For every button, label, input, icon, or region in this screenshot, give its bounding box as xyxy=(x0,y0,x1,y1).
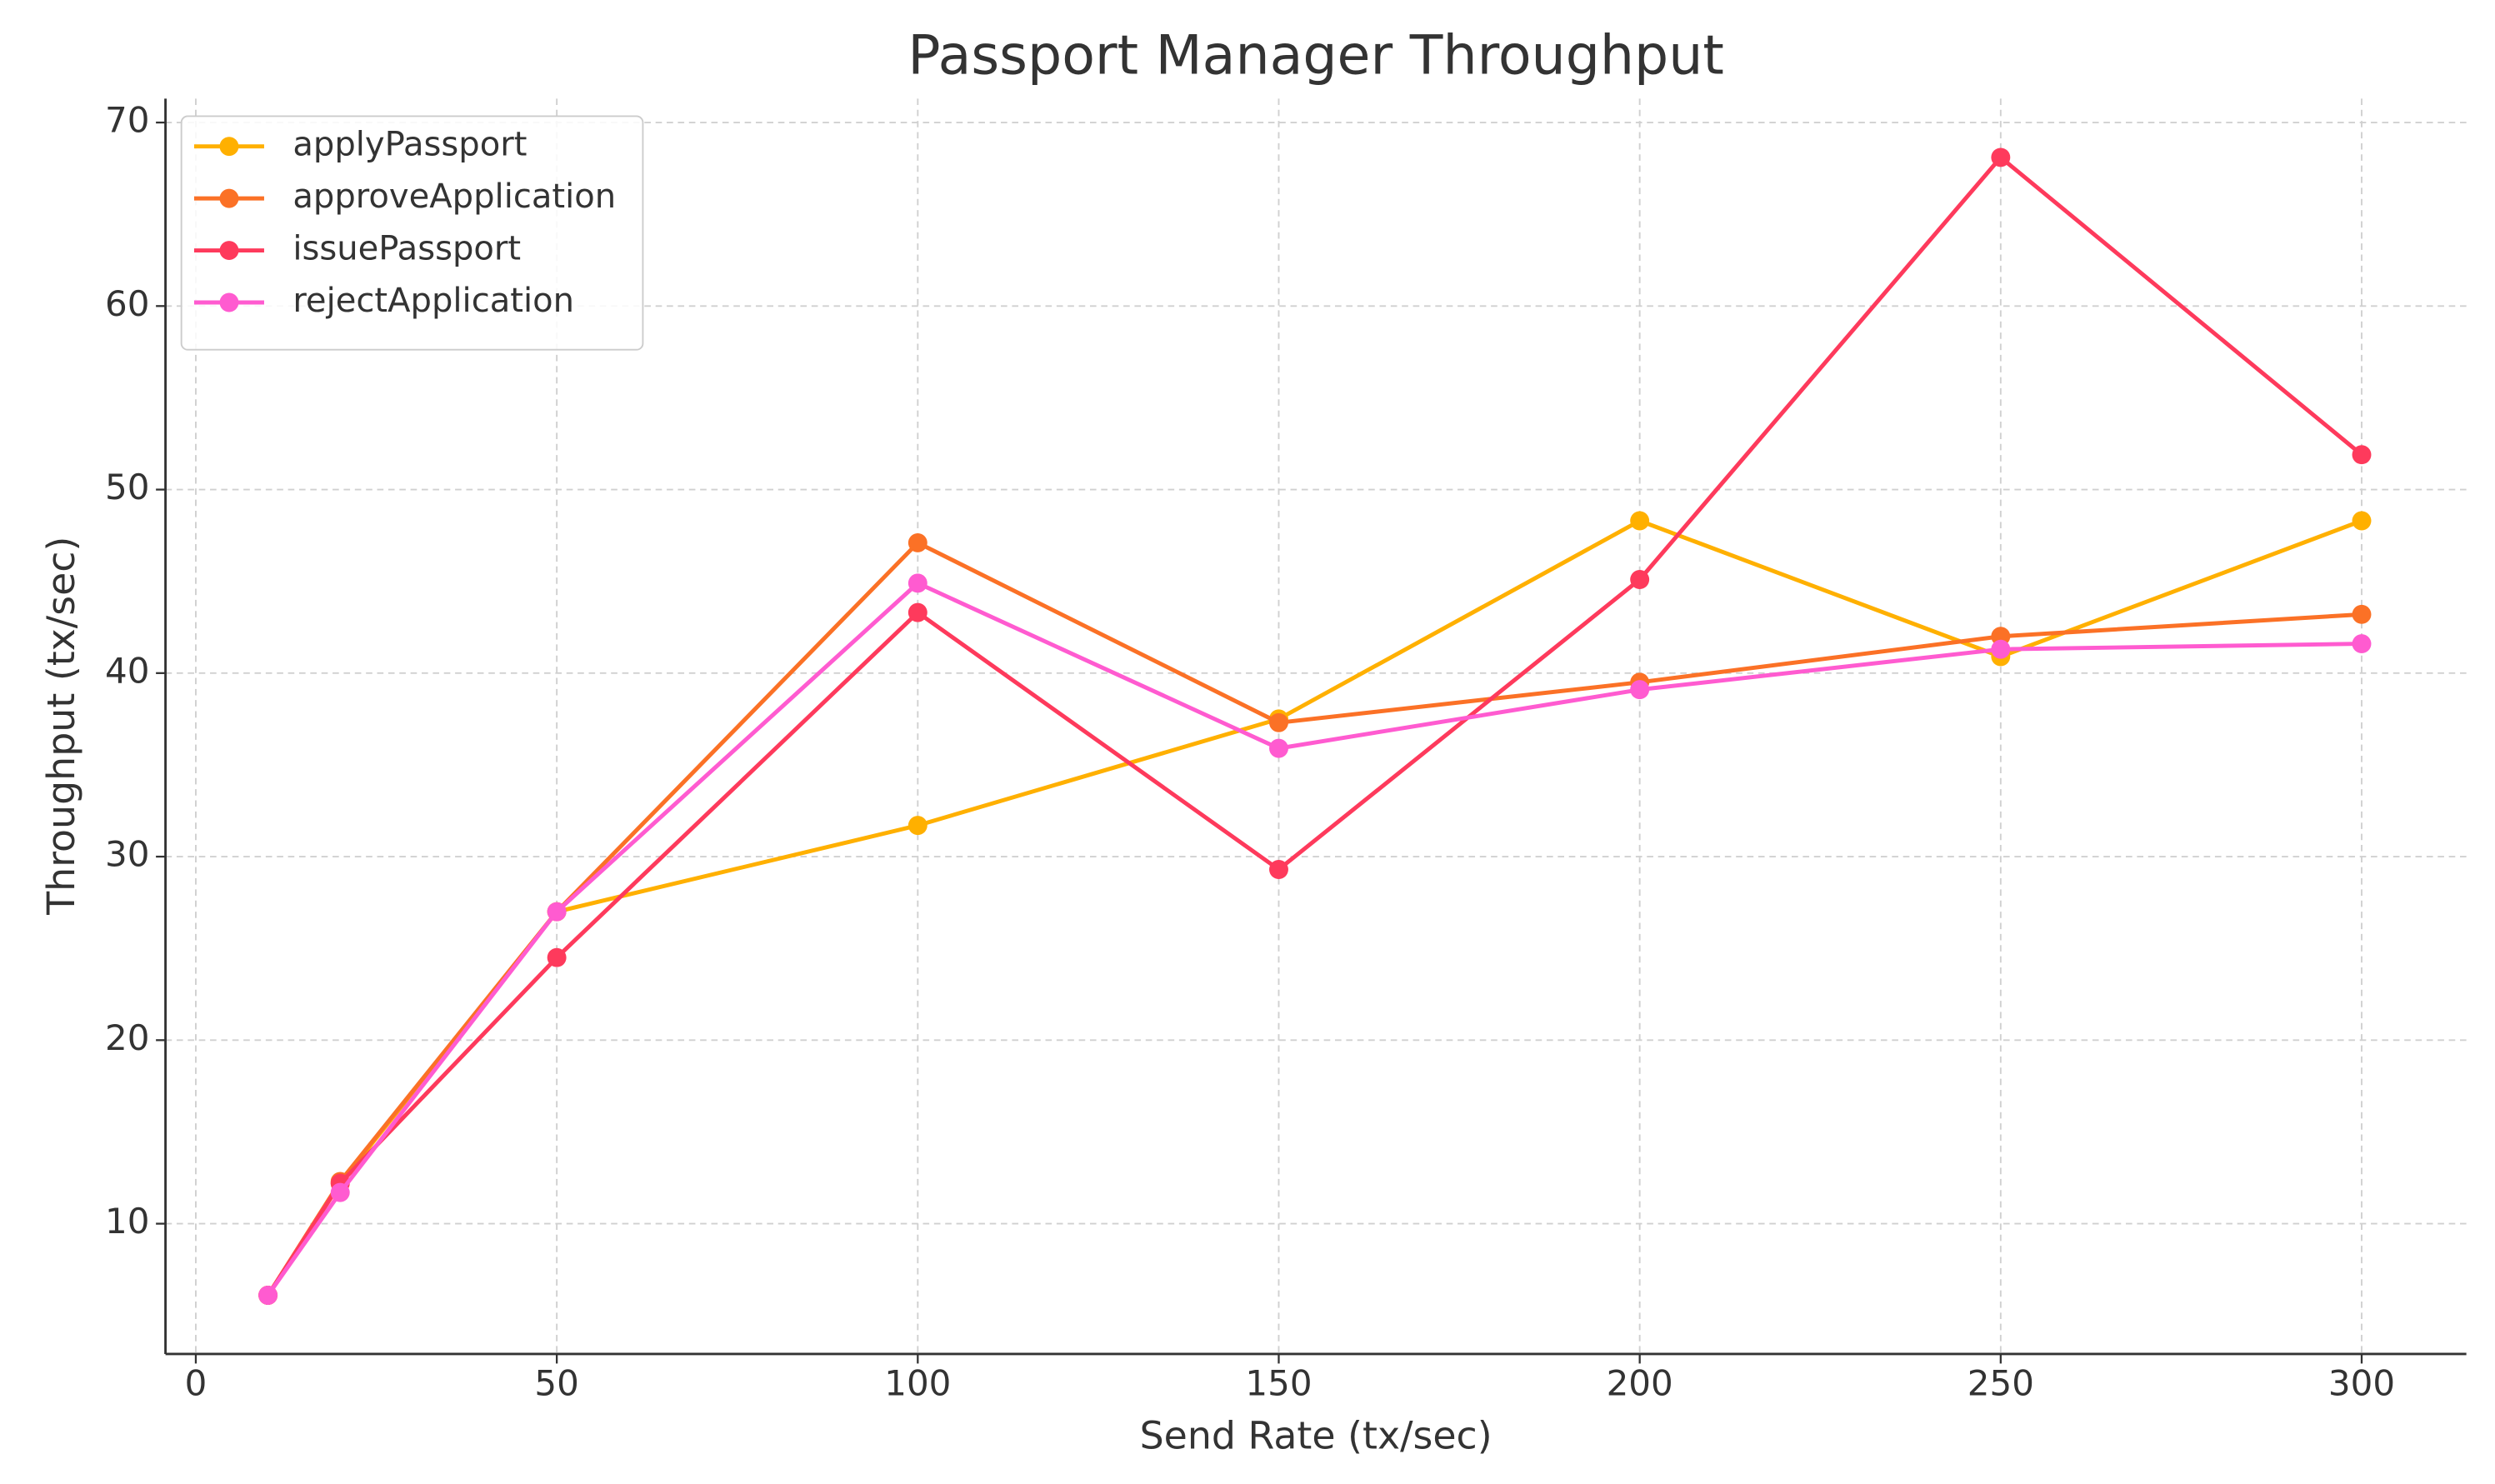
legend-label: applyPassport xyxy=(292,126,527,164)
data-point xyxy=(908,816,928,836)
x-tick-label: 150 xyxy=(1245,1363,1312,1404)
y-tick-label: 70 xyxy=(105,100,149,141)
data-point xyxy=(2352,511,2372,531)
data-point xyxy=(330,1182,350,1202)
legend-marker xyxy=(219,292,239,312)
legend-box xyxy=(180,115,644,351)
legend-marker xyxy=(219,241,239,261)
x-tick-label: 100 xyxy=(884,1363,951,1404)
legend: applyPassport approveApplication issuePass… xyxy=(180,115,644,351)
data-point xyxy=(258,1286,278,1305)
data-point xyxy=(1269,738,1288,758)
y-tick-label: 20 xyxy=(105,1017,149,1058)
x-axis-label: Send Rate (tx/sec) xyxy=(1140,1413,1492,1458)
legend-label: rejectApplication xyxy=(292,282,574,320)
data-point xyxy=(2352,445,2372,465)
series-line xyxy=(266,540,2362,1297)
data-point xyxy=(2352,604,2372,624)
legend-marker xyxy=(219,188,239,208)
data-point xyxy=(1630,680,1650,700)
x-tick-label: 50 xyxy=(534,1363,578,1404)
data-point xyxy=(1269,860,1288,879)
y-tick-label: 60 xyxy=(105,283,149,324)
legend-label: issuePassport xyxy=(292,230,521,268)
data-point xyxy=(1630,511,1650,531)
y-tick-label: 10 xyxy=(105,1201,149,1242)
legend-marker xyxy=(219,137,239,157)
y-axis-label: Throughput (tx/sec) xyxy=(38,537,83,916)
data-point xyxy=(1991,147,2011,167)
x-tick-label: 200 xyxy=(1607,1363,1673,1404)
legend-label: approveApplication xyxy=(292,177,616,216)
x-tick-label: 0 xyxy=(185,1363,208,1404)
data-point xyxy=(908,573,928,593)
chart-title: Passport Manager Throughput xyxy=(908,24,1723,87)
data-point xyxy=(1630,570,1650,589)
x-tick-label: 300 xyxy=(2328,1363,2395,1404)
y-tick-label: 40 xyxy=(105,650,149,691)
data-point xyxy=(908,602,928,622)
y-tick-label: 50 xyxy=(105,467,149,507)
x-tick-label: 250 xyxy=(1968,1363,2034,1404)
y-tick-label: 30 xyxy=(105,834,149,875)
data-point xyxy=(1991,639,2011,659)
series-line xyxy=(266,581,2362,1297)
data-point xyxy=(547,902,567,922)
data-point xyxy=(547,947,567,967)
data-point xyxy=(908,532,928,552)
data-point xyxy=(2352,634,2372,654)
data-point xyxy=(1269,712,1288,732)
